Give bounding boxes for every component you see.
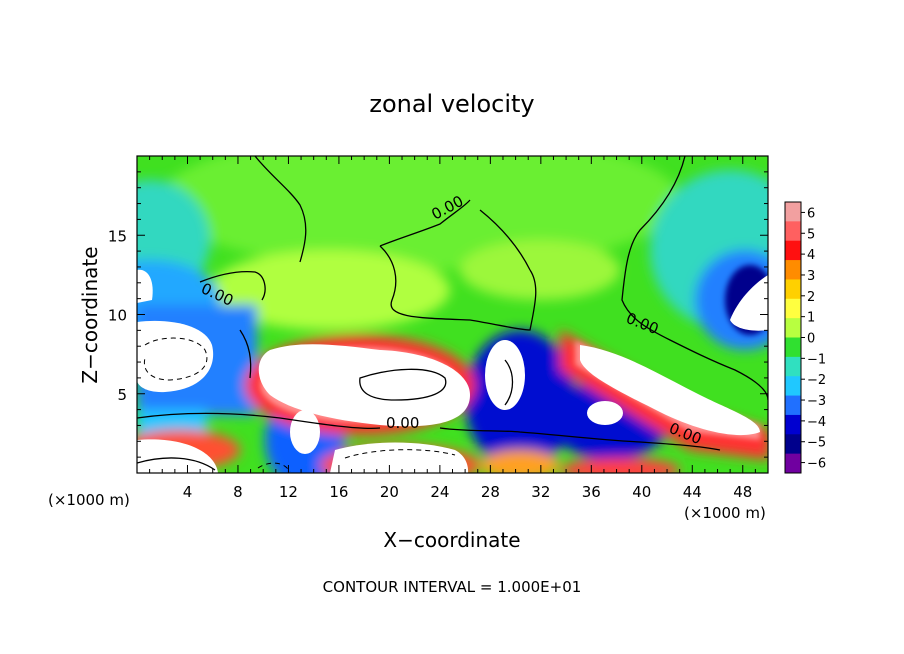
- colorbar: 6 5 4 3 2 1 0 −1 −2 −3 −4 −5 −6: [784, 201, 826, 474]
- colorbar-swatch: [785, 279, 801, 300]
- saturated-region: [290, 410, 320, 454]
- y-tick-label: 5: [117, 386, 127, 404]
- colorbar-swatch: [785, 453, 801, 474]
- negative-contour-lines: [143, 337, 456, 473]
- x-tick-label: 44: [683, 483, 702, 501]
- colorbar-tick-label: 2: [807, 290, 815, 305]
- x-tick-label: 12: [279, 483, 298, 501]
- colorbar-swatch: [785, 318, 801, 338]
- y-axis: 5 10 15: [108, 171, 768, 458]
- x-tick-label: 32: [531, 483, 550, 501]
- colorbar-swatch: [785, 414, 801, 435]
- contour-interval-note: CONTOUR INTERVAL = 1.000E+01: [323, 578, 582, 596]
- colorbar-tick-label: −5: [807, 436, 826, 451]
- y-tick-label: 10: [108, 307, 127, 325]
- x-tick-label: 36: [582, 483, 601, 501]
- saturated-region: [137, 269, 153, 303]
- colorbar-swatch: [785, 376, 801, 397]
- colorbar-swatch: [785, 298, 801, 319]
- colorbar-swatch: [785, 221, 801, 242]
- chart-title: zonal velocity: [369, 90, 534, 118]
- saturated-region: [580, 345, 760, 436]
- x-axis: 4 8 12 16 20 24 28 32 36 40 44 48: [149, 156, 756, 501]
- colorbar-swatch: [785, 434, 801, 455]
- colorbar-swatch: [785, 395, 801, 416]
- colorbar-tick-label: −3: [807, 394, 826, 409]
- x-tick-label: 4: [183, 483, 193, 501]
- colorbar-tick-label: 0: [807, 332, 815, 347]
- colorbar-tick-label: 1: [807, 311, 815, 326]
- x-axis-unit-left: (×1000 m): [48, 491, 130, 509]
- x-tick-label: 8: [233, 483, 243, 501]
- contour-label: 0.00: [386, 414, 419, 432]
- colorbar-tick-label: −4: [807, 415, 826, 430]
- saturated-region: [587, 401, 623, 425]
- colorbar-tick-label: −2: [807, 373, 826, 388]
- saturated-region: [258, 344, 470, 427]
- colorbar-tick-label: −1: [807, 352, 826, 367]
- x-tick-label: 20: [380, 483, 399, 501]
- x-tick-label: 16: [329, 483, 348, 501]
- colorbar-swatch: [785, 202, 801, 222]
- y-axis-label: Z−coordinate: [78, 246, 102, 383]
- colorbar-swatch: [785, 337, 801, 358]
- y-tick-label: 15: [108, 227, 127, 245]
- x-tick-label: 28: [481, 483, 500, 501]
- x-tick-label: 40: [632, 483, 651, 501]
- colorbar-tick-label: 5: [807, 227, 815, 242]
- colorbar-swatch: [785, 356, 801, 377]
- saturated-region: [485, 340, 525, 410]
- x-axis-unit-right: (×1000 m): [684, 504, 766, 522]
- x-tick-label: 24: [430, 483, 449, 501]
- velocity-field: 0.00 0.00 0.00 0.00 0.00: [137, 156, 768, 473]
- colorbar-tick-label: 3: [807, 269, 815, 284]
- colorbar-tick-label: 4: [807, 248, 815, 263]
- x-axis-label: X−coordinate: [383, 528, 520, 552]
- colorbar-tick-label: 6: [807, 206, 815, 221]
- contour-lines: [137, 156, 768, 471]
- colorbar-tick-label: −6: [807, 457, 826, 472]
- colorbar-swatch: [785, 240, 801, 261]
- saturated-region: [137, 439, 218, 473]
- x-tick-label: 48: [733, 483, 752, 501]
- saturated-region: [730, 275, 768, 331]
- saturated-region: [330, 442, 469, 473]
- colorbar-swatch: [785, 260, 801, 280]
